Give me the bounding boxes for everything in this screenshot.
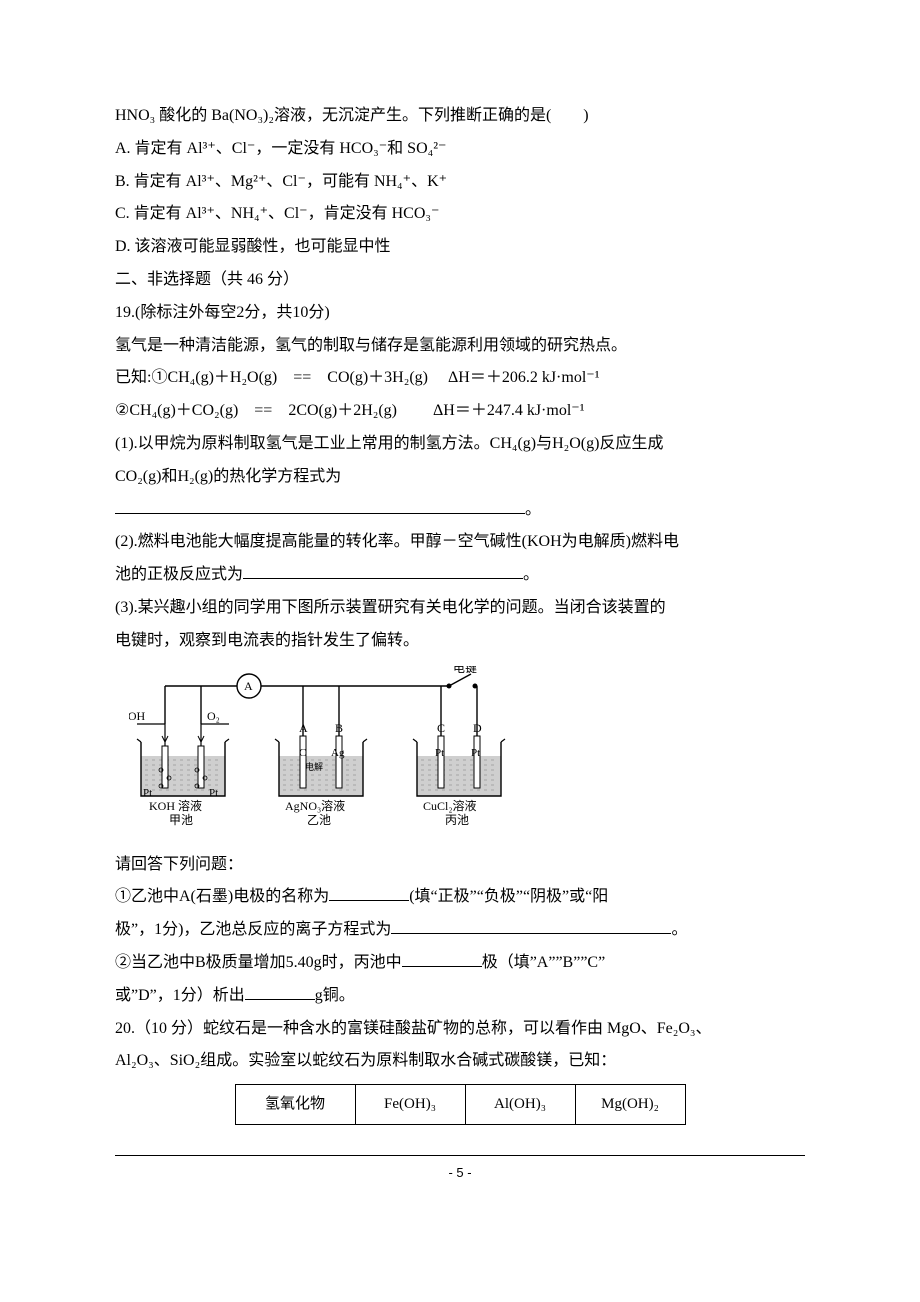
- q19-p1a: (1).以甲烷为原料制取氢气是工业上常用的制氢方法。CH₄(g)与H₂O(g)反…: [115, 428, 805, 461]
- q20-l1: 20.（10 分）蛇纹石是一种含水的富镁硅酸盐矿物的总称，可以看作由 MgO、F…: [115, 1013, 805, 1046]
- q19-3-2b-post: g铜。: [315, 987, 355, 1004]
- q19-3-1b-pre: 极”，1分)，乙池总反应的离子方程式为: [115, 921, 391, 938]
- svg-text:CuCl₂溶液: CuCl₂溶液: [423, 798, 477, 813]
- svg-text:AgNO₃溶液: AgNO₃溶液: [285, 798, 345, 813]
- q19-3-2a: ②当乙池中B极质量增加5.40g时，丙池中 极（填”A””B””C”: [115, 947, 805, 980]
- q-prev-stem: HNO₃ 酸化的 Ba(NO₃)₂溶液，无沉淀产生。下列推断正确的是( ): [115, 100, 805, 133]
- blank-line[interactable]: [243, 563, 523, 579]
- q19-3-2b: 或”D”，1分）析出 g铜。: [115, 980, 805, 1013]
- electrochem-diagram: CH₃OHO₂PtPtABCAg电解CDPtPtA电键KOH 溶液AgNO₃溶液…: [129, 666, 805, 841]
- svg-text:Pt: Pt: [471, 747, 480, 759]
- q19-3-1a-pre: ①乙池中A(石墨)电极的名称为: [115, 888, 329, 905]
- q19-3-1a-post: (填“正极”“负极”“阴极”或“阳: [409, 888, 608, 905]
- svg-text:乙池: 乙池: [307, 813, 331, 827]
- svg-text:丙池: 丙池: [445, 813, 469, 827]
- svg-text:电键: 电键: [453, 666, 477, 675]
- page-number: - 5 -: [115, 1160, 805, 1187]
- svg-text:A: A: [244, 679, 253, 693]
- q19-3-2b-pre: 或”D”，1分）析出: [115, 987, 245, 1004]
- svg-text:Pt: Pt: [143, 787, 152, 799]
- svg-text:电解: 电解: [305, 761, 323, 772]
- q19-p2b-text: 池的正极反应式为: [115, 566, 243, 583]
- diagram-svg: CH₃OHO₂PtPtABCAg电解CDPtPtA电键KOH 溶液AgNO₃溶液…: [129, 666, 519, 841]
- q19-p3a: (3).某兴趣小组的同学用下图所示装置研究有关电化学的问题。当闭合该装置的: [115, 592, 805, 625]
- q19-p2b: 池的正极反应式为。: [115, 559, 805, 592]
- blank-line[interactable]: [245, 984, 315, 1000]
- q19-intro: 氢气是一种清洁能源，氢气的制取与储存是氢能源利用领域的研究热点。: [115, 330, 805, 363]
- th-mgoh2: Mg(OH)₂: [575, 1085, 685, 1125]
- q19-eqn1: 已知:①CH₄(g)＋H₂O(g) == CO(g)＋3H₂(g) ΔH＝＋20…: [115, 362, 805, 395]
- option-d: D. 该溶液可能显弱酸性，也可能显中性: [115, 231, 805, 264]
- q19-p3b: 电键时，观察到电流表的指针发生了偏转。: [115, 625, 805, 658]
- q19-eqn2: ②CH₄(g)＋CO₂(g) == 2CO(g)＋2H₂(g) ΔH＝＋247.…: [115, 395, 805, 428]
- th-feoh3: Fe(OH)₃: [355, 1085, 465, 1125]
- th-label: 氢氧化物: [235, 1085, 355, 1125]
- q19-heading: 19.(除标注外每空2分，共10分): [115, 297, 805, 330]
- svg-text:Pt: Pt: [435, 747, 444, 759]
- q19-3-2a-pre: ②当乙池中B极质量增加5.40g时，丙池中: [115, 954, 402, 971]
- svg-text:CH₃OH: CH₃OH: [129, 709, 146, 723]
- q19-3-1a: ①乙池中A(石墨)电极的名称为 (填“正极”“负极”“阴极”或“阳: [115, 881, 805, 914]
- q20-l2: Al₂O₃、SiO₂组成。实验室以蛇纹石为原料制取水合碱式碳酸镁，已知：: [115, 1045, 805, 1078]
- q19-answer-heading: 请回答下列问题：: [115, 849, 805, 882]
- svg-text:Pt: Pt: [209, 787, 218, 799]
- blank-line[interactable]: [391, 918, 671, 934]
- q19-p2a: (2).燃料电池能大幅度提高能量的转化率。甲醇－空气碱性(KOH为电解质)燃料电: [115, 526, 805, 559]
- q19-3-2a-post: 极（填”A””B””C”: [482, 954, 606, 971]
- q19-p1b: CO₂(g)和H₂(g)的热化学方程式为: [115, 461, 805, 494]
- blank-line[interactable]: [115, 498, 525, 514]
- option-b: B. 肯定有 Al³⁺、Mg²⁺、Cl⁻，可能有 NH₄⁺、K⁺: [115, 166, 805, 199]
- svg-text:KOH 溶液: KOH 溶液: [149, 798, 202, 813]
- svg-text:甲池: 甲池: [169, 813, 193, 827]
- th-aloh3: Al(OH)₃: [465, 1085, 575, 1125]
- section-2-heading: 二、非选择题（共 46 分）: [115, 264, 805, 297]
- option-c: C. 肯定有 Al³⁺、NH₄⁺、Cl⁻，肯定没有 HCO₃⁻: [115, 198, 805, 231]
- blank-line[interactable]: [402, 951, 482, 967]
- svg-text:C: C: [299, 747, 306, 759]
- svg-text:O₂: O₂: [207, 709, 220, 723]
- blank-line[interactable]: [329, 885, 409, 901]
- q19-p1-blank: 。: [115, 494, 805, 527]
- q19-3-1b: 极”，1分)，乙池总反应的离子方程式为。: [115, 914, 805, 947]
- option-a: A. 肯定有 Al³⁺、Cl⁻，一定没有 HCO₃⁻和 SO₄²⁻: [115, 133, 805, 166]
- table-row: 氢氧化物 Fe(OH)₃ Al(OH)₃ Mg(OH)₂: [235, 1085, 685, 1125]
- footer-rule: [115, 1155, 805, 1156]
- hydroxide-table: 氢氧化物 Fe(OH)₃ Al(OH)₃ Mg(OH)₂: [115, 1084, 805, 1125]
- svg-text:Ag: Ag: [331, 747, 345, 759]
